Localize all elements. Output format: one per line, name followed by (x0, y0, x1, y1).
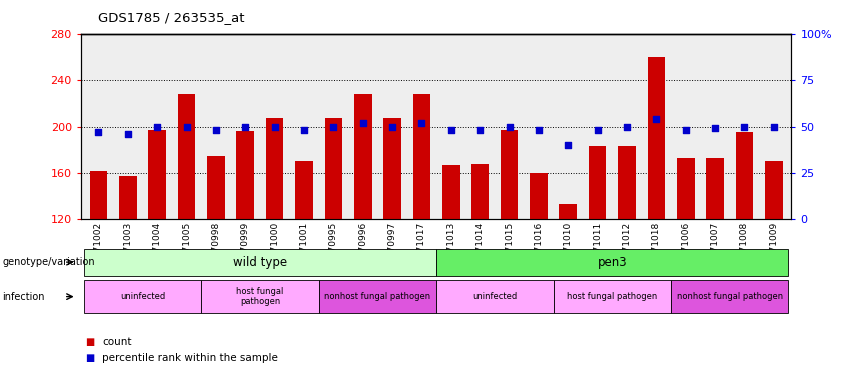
Bar (89, 171, 107, 219)
Bar (706, 158, 724, 219)
Bar (559, 204, 577, 219)
Bar (266, 118, 283, 219)
Point (473, 127, 487, 133)
Text: host fungal pathogen: host fungal pathogen (567, 292, 658, 301)
Point (532, 127, 545, 133)
Bar (295, 161, 313, 219)
Point (386, 124, 399, 130)
Bar (207, 156, 225, 219)
Bar (589, 146, 607, 219)
Bar (354, 94, 372, 219)
Text: ■: ■ (85, 353, 94, 363)
Bar (383, 118, 401, 219)
Bar (765, 161, 783, 219)
Text: ■: ■ (85, 337, 94, 347)
Point (238, 124, 252, 130)
Text: genotype/variation: genotype/variation (3, 257, 95, 267)
Point (151, 124, 164, 130)
Bar (178, 94, 196, 219)
Text: GDS1785 / 263535_at: GDS1785 / 263535_at (98, 11, 244, 24)
Text: wild type: wild type (233, 256, 287, 268)
Text: infection: infection (3, 292, 45, 302)
Point (649, 116, 663, 122)
Bar (237, 131, 254, 219)
Point (562, 142, 575, 148)
Bar (324, 118, 342, 219)
Point (591, 127, 604, 133)
Point (356, 120, 369, 126)
Bar (735, 132, 753, 219)
Text: nonhost fungal pathogen: nonhost fungal pathogen (324, 292, 431, 301)
Point (444, 127, 458, 133)
Text: count: count (102, 337, 132, 347)
Bar (618, 146, 636, 219)
Text: uninfected: uninfected (472, 292, 517, 301)
Point (92, 129, 106, 135)
Bar (148, 130, 166, 219)
Point (414, 120, 428, 126)
Point (209, 127, 223, 133)
Point (327, 124, 340, 130)
Point (180, 124, 193, 130)
Text: pen3: pen3 (597, 256, 627, 268)
Point (620, 124, 634, 130)
Point (297, 127, 311, 133)
Bar (471, 164, 489, 219)
Point (268, 124, 282, 130)
Bar (119, 177, 137, 219)
Point (503, 124, 517, 130)
Bar (442, 165, 460, 219)
Point (121, 131, 134, 137)
Bar (500, 130, 518, 219)
Point (708, 125, 722, 131)
Text: host fungal
pathogen: host fungal pathogen (237, 287, 283, 306)
Point (738, 124, 751, 130)
Text: nonhost fungal pathogen: nonhost fungal pathogen (677, 292, 783, 301)
Bar (530, 173, 548, 219)
Point (679, 127, 693, 133)
Bar (648, 57, 665, 219)
Point (767, 124, 780, 130)
Text: percentile rank within the sample: percentile rank within the sample (102, 353, 278, 363)
Bar (413, 94, 431, 219)
Text: uninfected: uninfected (120, 292, 165, 301)
Bar (677, 158, 694, 219)
